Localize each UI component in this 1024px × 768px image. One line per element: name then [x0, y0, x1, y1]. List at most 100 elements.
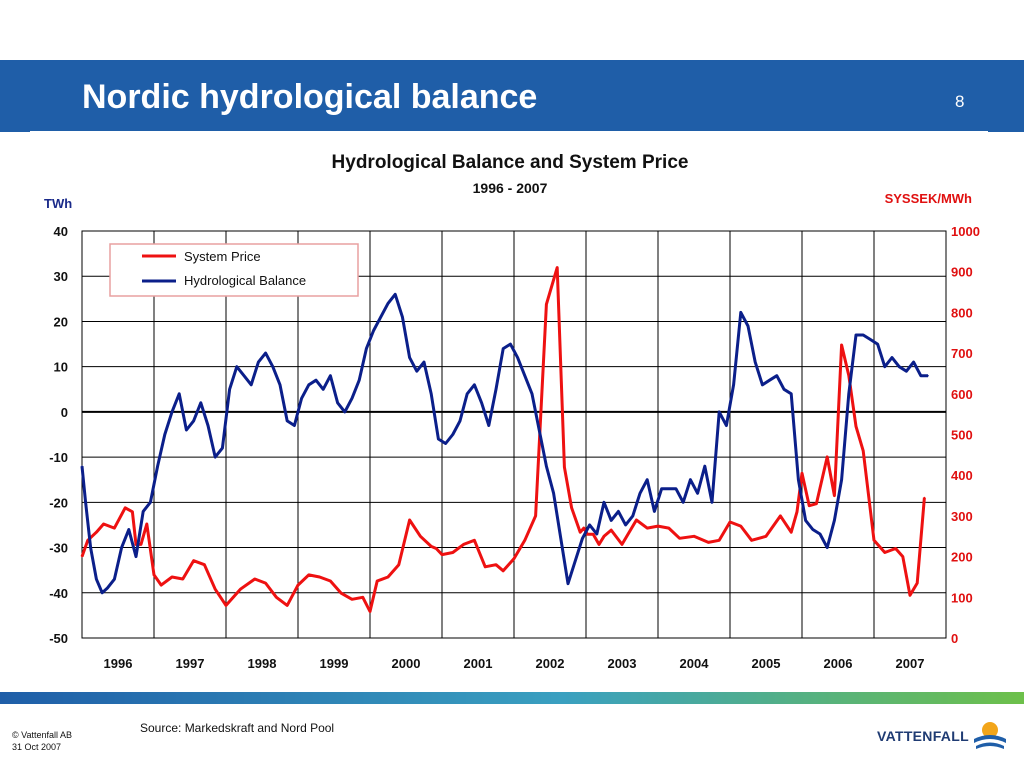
data-point-system-price	[340, 592, 343, 594]
data-point-hydrological-balance	[812, 528, 814, 531]
data-point-system-price	[678, 537, 681, 540]
x-tick-label: 1997	[176, 656, 205, 671]
legend-box	[109, 243, 359, 297]
data-point-hydrological-balance	[653, 510, 656, 513]
data-point-hydrological-balance	[358, 379, 361, 382]
data-point-hydrological-balance	[891, 356, 893, 359]
data-point-system-price	[95, 531, 98, 533]
data-point-hydrological-balance	[178, 393, 180, 395]
data-point-hydrological-balance	[452, 433, 454, 436]
y-tick-left: 20	[54, 314, 68, 329]
y-tick-left: -10	[49, 450, 68, 465]
y-tick-left: 30	[54, 269, 68, 284]
data-point-system-price	[495, 563, 497, 566]
data-point-system-price	[583, 527, 585, 529]
data-point-system-price	[603, 535, 605, 538]
data-point-system-price	[398, 563, 400, 566]
data-point-hydrological-balance	[322, 388, 325, 391]
data-point-hydrological-balance	[761, 384, 764, 386]
copyright-block: © Vattenfall AB 31 Oct 2007	[12, 729, 72, 753]
x-tick-label: 1999	[320, 656, 349, 671]
data-point-system-price	[592, 533, 594, 535]
data-point-system-price	[87, 539, 89, 542]
data-point-system-price	[693, 535, 695, 538]
data-point-system-price	[579, 531, 581, 533]
data-point-hydrological-balance	[473, 384, 476, 386]
x-tick-label: 1996	[104, 656, 133, 671]
data-point-system-price	[556, 266, 558, 269]
data-point-hydrological-balance	[221, 447, 224, 449]
y-tick-right: 100	[951, 590, 973, 605]
x-tick-label: 2001	[464, 656, 493, 671]
data-point-hydrological-balance	[783, 388, 785, 391]
data-point-hydrological-balance	[660, 488, 663, 490]
data-point-system-price	[855, 425, 857, 428]
data-point-system-price	[297, 584, 299, 586]
data-point-hydrological-balance	[185, 429, 188, 431]
data-point-system-price	[750, 539, 753, 542]
data-point-system-price	[815, 502, 818, 505]
data-point-hydrological-balance	[718, 411, 720, 413]
data-point-hydrological-balance	[675, 488, 677, 490]
data-point-system-price	[369, 610, 371, 613]
data-point-hydrological-balance	[459, 420, 461, 422]
series-line-system-price	[80, 266, 926, 613]
y-tick-left: -50	[49, 631, 68, 646]
data-point-hydrological-balance	[581, 537, 584, 540]
data-point-system-price	[318, 576, 321, 578]
y-tick-left: -40	[49, 586, 68, 601]
hydro-price-chart: Hydrological Balance and System Price 19…	[44, 152, 980, 671]
data-point-hydrological-balance	[495, 388, 497, 391]
data-point-system-price	[729, 521, 731, 523]
data-point-hydrological-balance	[574, 560, 576, 562]
data-point-hydrological-balance	[833, 519, 836, 522]
data-point-system-price	[435, 547, 438, 550]
y-tick-right: 500	[951, 428, 973, 443]
y-tick-right: 700	[951, 346, 973, 361]
data-point-hydrological-balance	[351, 397, 353, 400]
y-tick-left: -20	[49, 495, 68, 510]
data-point-system-price	[376, 580, 379, 582]
data-point-system-price	[610, 529, 612, 531]
data-point-system-price	[124, 507, 126, 509]
data-point-system-price	[102, 523, 105, 525]
data-point-system-price	[545, 303, 548, 306]
data-point-system-price	[452, 551, 454, 554]
data-point-system-price	[826, 456, 828, 458]
data-point-hydrological-balance	[466, 393, 469, 395]
data-point-hydrological-balance	[747, 325, 749, 327]
data-point-system-price	[182, 578, 184, 580]
data-point-system-price	[894, 547, 897, 550]
data-point-hydrological-balance	[797, 478, 800, 481]
data-point-hydrological-balance	[236, 365, 238, 368]
legend-label-hydrological-balance: Hydrological Balance	[184, 273, 306, 288]
data-point-system-price	[657, 525, 659, 527]
data-point-hydrological-balance	[372, 329, 375, 332]
data-point-system-price	[801, 472, 803, 475]
data-point-hydrological-balance	[149, 501, 152, 504]
x-tick-label: 2000	[392, 656, 421, 671]
slide-date: 31 Oct 2007	[12, 742, 62, 752]
data-point-hydrological-balance	[689, 478, 692, 481]
y-tick-right: 1000	[951, 224, 980, 239]
data-point-system-price	[513, 557, 515, 560]
data-point-hydrological-balance	[416, 370, 418, 373]
data-point-system-price	[909, 594, 911, 597]
data-point-system-price	[840, 344, 843, 346]
data-point-hydrological-balance	[740, 311, 742, 314]
data-point-hydrological-balance	[272, 365, 274, 368]
copyright-text: © Vattenfall AB	[12, 730, 72, 740]
data-point-hydrological-balance	[101, 592, 103, 594]
y-tick-right: 600	[951, 387, 973, 402]
data-point-system-price	[329, 580, 332, 582]
data-point-hydrological-balance	[725, 424, 728, 427]
data-point-system-price	[192, 559, 195, 562]
data-point-system-price	[387, 576, 389, 578]
slide-title: Nordic hydrological balance	[82, 78, 538, 116]
x-tick-label: 2005	[752, 656, 781, 671]
data-point-hydrological-balance	[89, 546, 92, 549]
source-note: Source: Markedskraft and Nord Pool	[140, 721, 335, 735]
data-point-hydrological-balance	[315, 379, 317, 382]
y-tick-right: 200	[951, 550, 973, 565]
data-point-hydrological-balance	[927, 374, 929, 377]
